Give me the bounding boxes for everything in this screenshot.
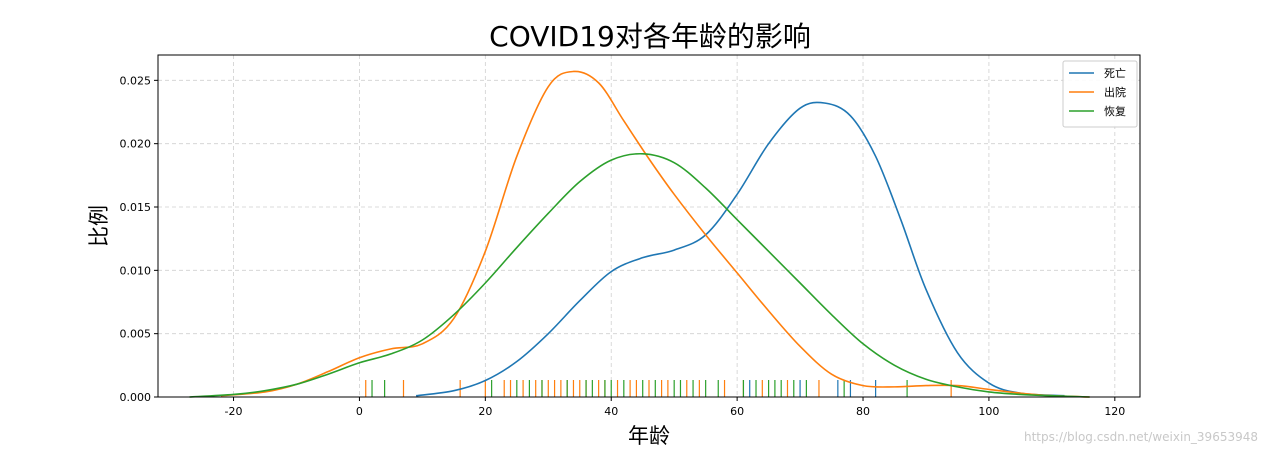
- x-tick-label: 0: [356, 405, 363, 418]
- x-tick-label: 100: [978, 405, 999, 418]
- x-tick-label: 60: [730, 405, 744, 418]
- watermark-text: https://blog.csdn.net/weixin_39653948: [1024, 430, 1258, 444]
- x-tick-label: 120: [1104, 405, 1125, 418]
- series-line-1: [220, 70, 1090, 398]
- y-tick-label: 0.010: [120, 264, 152, 277]
- x-tick-label: 20: [478, 405, 492, 418]
- rug-marks: [365, 380, 952, 397]
- y-tick-label: 0.005: [120, 328, 152, 341]
- series-lines: [189, 70, 1090, 398]
- legend-label: 恢复: [1104, 104, 1126, 118]
- x-axis-label: 年龄: [628, 424, 670, 448]
- x-tick-label: 80: [856, 405, 870, 418]
- plot-frame: [157, 54, 1141, 398]
- legend-label: 出院: [1104, 85, 1126, 99]
- x-tick-label: -20: [225, 405, 243, 418]
- y-tick-label: 0.025: [120, 74, 152, 87]
- y-tick-label: 0.015: [120, 201, 152, 214]
- y-tick-label: 0.020: [120, 138, 152, 151]
- grid: [158, 55, 1140, 398]
- series-line-0: [415, 101, 1065, 397]
- axis-ticks: -20 0 20 40 60 80 100 120 0.000 0.005 0.010 0.015 0.…: [120, 74, 1126, 418]
- x-tick-label: 40: [604, 405, 618, 418]
- y-tick-label: 0.000: [120, 391, 152, 404]
- chart-title: COVID19对各年龄的影响: [489, 20, 811, 53]
- y-axis-label: 比例: [87, 205, 111, 247]
- legend-label: 死亡: [1104, 66, 1126, 80]
- series-line-2: [189, 152, 1090, 398]
